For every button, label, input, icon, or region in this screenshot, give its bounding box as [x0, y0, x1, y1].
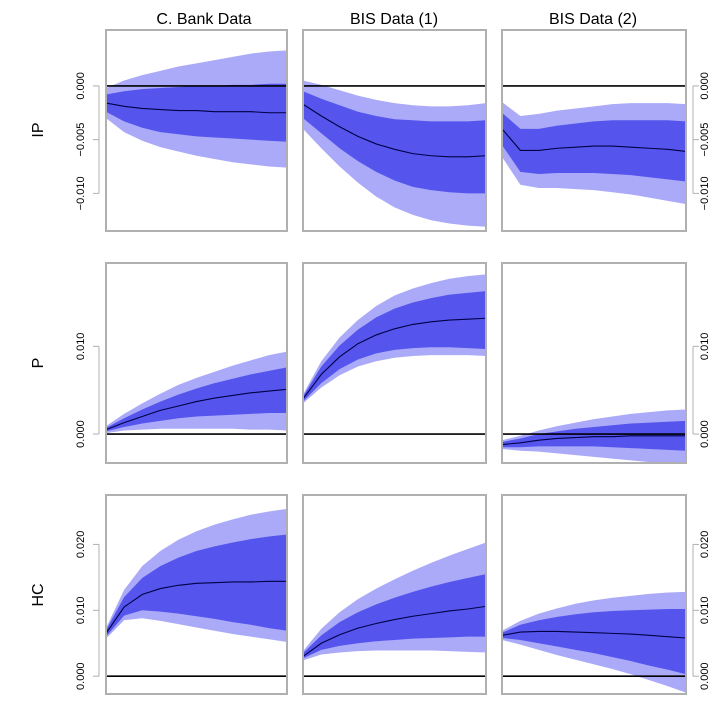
row-label-ip: IP [30, 122, 47, 137]
panel-p-bis-data-1 [302, 262, 487, 464]
panel-ip-bis-data-2-frame [501, 29, 687, 232]
panels-grid: 0.000−0.005−0.0100.000−0.005−0.0100.0000… [75, 29, 711, 695]
panel-hc-bis-data-1-plot-area [303, 542, 486, 678]
row-labels: IP P HC [30, 122, 47, 606]
panel-hc-bis-data-2-right-tick-label: 0.000 [699, 662, 711, 690]
panel-p-c-bank-data-left-tick-label: 0.010 [75, 333, 87, 361]
panel-p-c-bank-data: 0.000 0.010 [75, 262, 288, 464]
panel-hc-bis-data-2-inner-band [502, 609, 686, 675]
column-title-bis-data-2: BIS Data (2) [549, 11, 637, 28]
panel-ip-c-bank-data-inner-band [106, 83, 287, 142]
panel-ip-bis-data-1-plot-area [303, 80, 486, 227]
panel-hc-c-bank-data-left-tick-label: 0.020 [75, 531, 87, 559]
column-title-c-bank-data: C. Bank Data [156, 11, 251, 28]
panel-hc-c-bank-data: 0.000 0.010 0.020 [75, 494, 288, 695]
panel-ip-bis-data-2: 0.000 −0.005 −0.010 [501, 29, 711, 232]
panel-p-bis-data-1-frame [302, 262, 487, 464]
panel-p-bis-data-1-plot-area [303, 274, 486, 435]
panel-ip-c-bank-data-frame [105, 29, 288, 232]
panel-p-bis-data-2: 0.000 0.010 [501, 262, 711, 464]
panel-ip-bis-data-2-right-tick-label: −0.005 [699, 123, 711, 157]
panel-p-bis-data-2-right-tick-label: 0.000 [699, 420, 711, 448]
panel-ip-bis-data-2-right-tick-label: 0.000 [699, 72, 711, 100]
panel-hc-c-bank-data-left-tick-label: 0.000 [75, 662, 87, 690]
panel-hc-bis-data-1-inner-band [303, 574, 486, 659]
panel-p-c-bank-data-frame [105, 262, 288, 464]
panel-hc-c-bank-data-frame [105, 494, 288, 695]
panel-p-c-bank-data-inner-band [106, 367, 287, 432]
panel-hc-bis-data-1-frame [302, 494, 487, 695]
panel-p-bis-data-2-median-line [502, 435, 686, 446]
panel-p-bis-data-2-inner-band [502, 420, 686, 451]
panel-hc-bis-data-2-right-tick-label: 0.020 [699, 531, 711, 559]
panel-ip-c-bank-data-plot-area [106, 50, 287, 168]
panel-hc-bis-data-1 [302, 494, 487, 695]
panel-ip-bis-data-2-right-tick-label: −0.010 [699, 176, 711, 210]
panel-hc-bis-data-2-plot-area [502, 591, 686, 693]
panel-ip-bis-data-1-inner-band [303, 91, 486, 194]
row-label-hc: HC [30, 583, 47, 606]
panel-ip-bis-data-1 [302, 29, 487, 232]
panel-ip-c-bank-data-left-tick-label: −0.010 [75, 176, 87, 210]
panel-hc-bis-data-2-right-tick-label: 0.010 [699, 597, 711, 625]
row-label-p: P [30, 358, 47, 369]
panel-hc-c-bank-data-median-line [106, 580, 287, 634]
panel-ip-bis-data-2-median-line [502, 128, 686, 153]
panel-ip-c-bank-data-left-tick-label: 0.000 [75, 72, 87, 100]
panel-hc-bis-data-2-median-line [502, 630, 686, 639]
panel-p-bis-data-2-right-tick-label: 0.010 [699, 333, 711, 361]
panel-ip-c-bank-data-median-line [106, 102, 287, 114]
panel-hc-bis-data-2-frame [501, 494, 687, 695]
panel-ip-bis-data-1-frame [302, 29, 487, 232]
panel-ip-bis-data-2-inner-band [502, 112, 686, 182]
panel-p-bis-data-2-plot-area [502, 409, 686, 463]
panel-ip-c-bank-data: 0.000 −0.005 −0.010 [75, 29, 288, 232]
panel-p-bis-data-1-inner-band [303, 291, 486, 402]
panel-hc-c-bank-data-left-tick-label: 0.010 [75, 597, 87, 625]
panel-hc-bis-data-2: 0.000 0.010 0.020 [501, 494, 711, 695]
panel-p-c-bank-data-left-tick-label: 0.000 [75, 420, 87, 448]
panel-hc-c-bank-data-inner-band [106, 534, 287, 637]
panel-hc-c-bank-data-plot-area [106, 508, 287, 678]
column-titles: C. Bank Data BIS Data (1) BIS Data (2) [156, 11, 637, 28]
column-title-bis-data-1: BIS Data (1) [350, 11, 438, 28]
panel-p-bis-data-1-median-line [303, 317, 486, 400]
panel-hc-bis-data-1-median-line [303, 605, 486, 657]
panel-p-c-bank-data-median-line [106, 388, 287, 431]
panel-p-bis-data-2-frame [501, 262, 687, 464]
panel-ip-c-bank-data-left-tick-label: −0.005 [75, 123, 87, 157]
panel-ip-bis-data-2-plot-area [502, 85, 686, 205]
panel-ip-bis-data-1-median-line [303, 103, 486, 158]
panel-p-c-bank-data-plot-area [106, 351, 287, 435]
